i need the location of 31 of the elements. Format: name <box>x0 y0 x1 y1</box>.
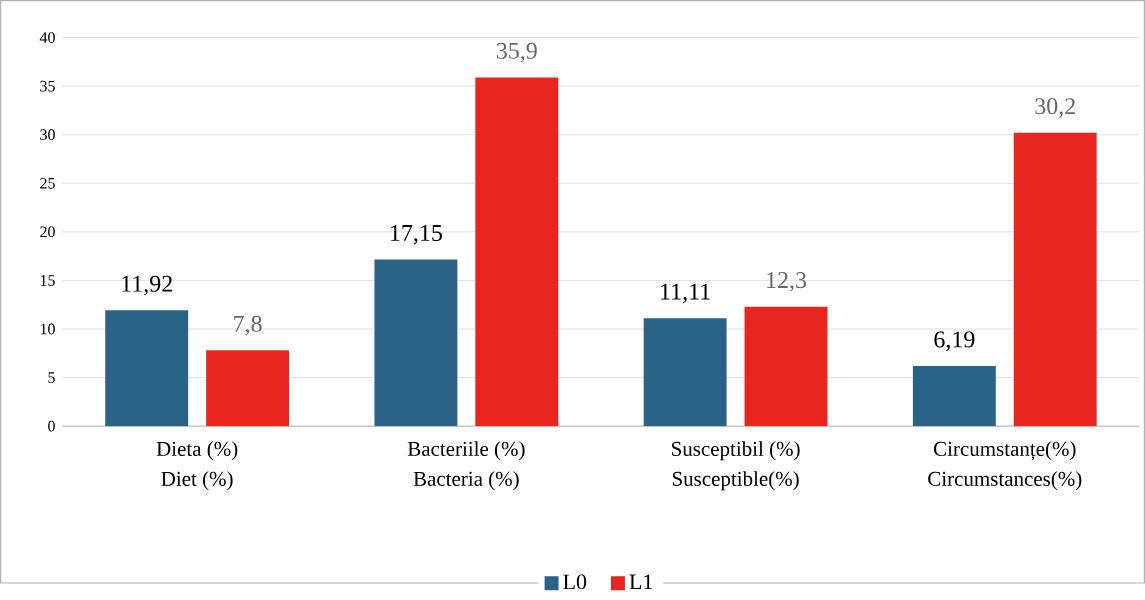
bar <box>643 318 727 427</box>
bar <box>744 306 828 427</box>
data-label: 12,3 <box>767 272 807 292</box>
legend-label: L1 <box>629 574 653 589</box>
data-label: 30,2 <box>1035 98 1075 118</box>
bar <box>912 366 996 427</box>
bar <box>1013 132 1097 427</box>
y-tick-label: 30 <box>40 129 55 141</box>
x-tick-label: Dieta (%) Diet (%) <box>156 441 238 491</box>
y-tick-label: 35 <box>40 80 55 92</box>
y-tick-label: 0 <box>48 420 55 432</box>
legend-label: L0 <box>563 574 587 590</box>
y-tick-label: 25 <box>40 177 55 189</box>
data-label: 11,92 <box>122 275 172 296</box>
data-label: 35,9 <box>496 42 537 63</box>
bar <box>374 259 458 427</box>
data-label: 11,11 <box>661 283 710 304</box>
data-label: 7,8 <box>234 315 262 336</box>
y-tick-label: 40 <box>39 32 55 43</box>
x-tick-label: Susceptibil (%) Susceptible(%) <box>672 441 800 491</box>
y-tick-label: 5 <box>48 372 55 383</box>
y-tick-label: 10 <box>40 323 55 335</box>
x-tick-label: Circumstanțe(%) Circumstances(%) <box>928 441 1082 491</box>
bar <box>105 310 189 427</box>
data-label: 17,15 <box>391 224 442 245</box>
y-tick-label: 20 <box>40 226 55 238</box>
data-label: 6,19 <box>934 331 975 351</box>
x-tick-label: Bacteriile (%) Bacteria (%) <box>407 441 525 491</box>
y-tick-label: 15 <box>40 275 55 286</box>
bar <box>475 77 559 427</box>
bar <box>206 350 290 427</box>
